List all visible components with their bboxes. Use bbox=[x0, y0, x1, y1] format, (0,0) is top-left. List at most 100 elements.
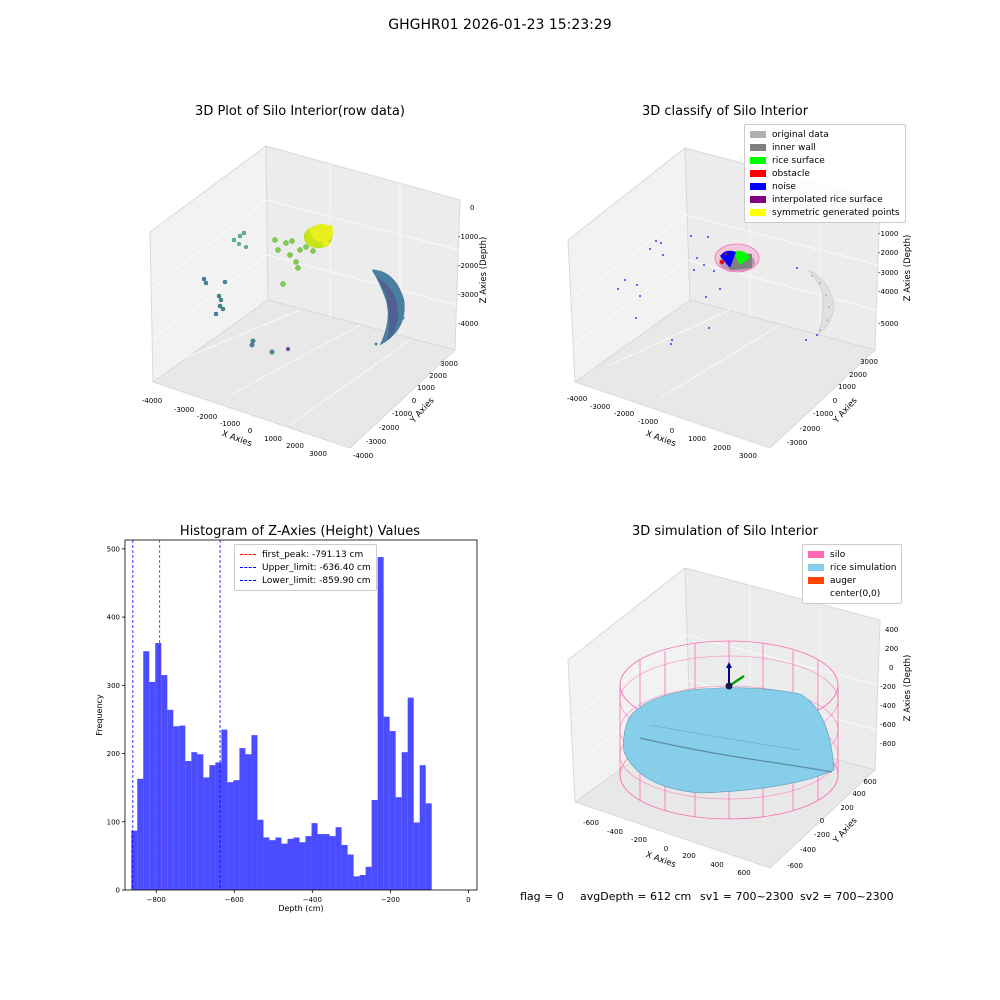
p1-zlabel: Z Axies (Depth) bbox=[479, 237, 489, 304]
p1-ztick: -2000 bbox=[458, 262, 478, 270]
histogram-frame bbox=[124, 539, 478, 891]
legend-item: Lower_limit: -859.90 cm bbox=[240, 574, 371, 587]
histogram-bar bbox=[329, 836, 336, 890]
status-flag: flag = 0 bbox=[520, 890, 564, 903]
histogram-ytick-label: 400 bbox=[107, 614, 120, 622]
histogram-xtick-label: −800 bbox=[147, 896, 166, 904]
p2-ztick: -4000 bbox=[878, 288, 898, 296]
histogram-ylabel: Frequency bbox=[95, 694, 104, 736]
p2-zlabel: Z Axies (Depth) bbox=[903, 235, 913, 302]
histogram-bar bbox=[365, 866, 372, 890]
histogram-bar bbox=[227, 782, 234, 890]
p2-xtick: -3000 bbox=[590, 403, 610, 411]
histogram-bar bbox=[395, 797, 402, 890]
p2-xtick: 1000 bbox=[688, 435, 706, 443]
histogram-bar bbox=[233, 780, 240, 890]
p1-ytick: 0 bbox=[412, 397, 416, 405]
p2-xtick: -1000 bbox=[638, 418, 658, 426]
p4-xtick: 200 bbox=[682, 852, 695, 860]
histogram-bar bbox=[179, 725, 186, 890]
legend-item: interpolated rice surface bbox=[750, 193, 900, 206]
p4-xtick: 0 bbox=[664, 845, 668, 853]
p2-ztick: -5000 bbox=[878, 320, 898, 328]
histogram-bar bbox=[221, 729, 228, 890]
histogram-bar bbox=[251, 735, 258, 890]
histogram-bar bbox=[401, 752, 408, 890]
histogram-bar bbox=[407, 697, 414, 890]
histogram-bar bbox=[263, 837, 270, 890]
histogram-bar bbox=[293, 837, 300, 890]
legend-item: Upper_limit: -636.40 cm bbox=[240, 561, 371, 574]
histogram-bar bbox=[203, 777, 210, 890]
histogram-bar bbox=[245, 754, 252, 890]
legend-item: center(0,0) bbox=[830, 588, 881, 599]
histogram-bar bbox=[173, 726, 180, 890]
histogram-ytick-label: 100 bbox=[107, 818, 120, 826]
p4-ytick: -400 bbox=[800, 846, 816, 854]
histogram-bar bbox=[275, 837, 282, 890]
histogram-xticks: −800 −600 −400 −200 0 bbox=[147, 890, 471, 904]
histogram-ytick-label: 200 bbox=[107, 750, 120, 758]
p1-ztick: -4000 bbox=[458, 320, 478, 328]
p4-ytick: 600 bbox=[863, 778, 876, 786]
histogram-bar bbox=[389, 731, 396, 890]
p2-ztick: -2000 bbox=[878, 249, 898, 257]
p4-ylabel: Y Axies bbox=[831, 815, 860, 846]
histogram-bar bbox=[335, 827, 342, 890]
p1-ytick: -2000 bbox=[379, 424, 399, 432]
histogram-bar bbox=[281, 843, 288, 890]
p1-xtick: 2000 bbox=[286, 442, 304, 450]
p4-ytick: -600 bbox=[787, 862, 803, 870]
histogram-ytick-label: 500 bbox=[107, 545, 120, 553]
p2-ztick: -3000 bbox=[878, 269, 898, 277]
legend-item: first_peak: -791.13 cm bbox=[240, 548, 371, 561]
p1-ytick: 1000 bbox=[417, 384, 435, 392]
p1-xtick: -3000 bbox=[174, 406, 194, 414]
p1-ytick: 3000 bbox=[440, 360, 458, 368]
p1-xtick: 0 bbox=[248, 427, 252, 435]
p2-xtick: -4000 bbox=[567, 395, 587, 403]
p4-ytick: 0 bbox=[820, 817, 824, 825]
p4-ztick: -600 bbox=[880, 721, 896, 729]
histogram-bar bbox=[419, 765, 426, 890]
histogram-legend: first_peak: -791.13 cm Upper_limit: -636… bbox=[234, 544, 377, 591]
panel2-title: 3D classify of Silo Interior bbox=[641, 104, 809, 119]
histogram-xtick-label: −600 bbox=[225, 896, 244, 904]
histogram-bar bbox=[305, 836, 312, 890]
p2-ytick: 2000 bbox=[849, 371, 867, 379]
p1-ztick: -3000 bbox=[458, 291, 478, 299]
histogram-bar bbox=[287, 838, 294, 890]
p2-ytick: 3000 bbox=[860, 358, 878, 366]
histogram-bar bbox=[191, 752, 198, 890]
p4-ztick: 0 bbox=[889, 664, 893, 672]
p4-xlabel: X Axies bbox=[644, 850, 677, 870]
p1-ytick: -4000 bbox=[353, 452, 373, 460]
histogram-xtick-label: −200 bbox=[381, 896, 400, 904]
histogram-bar bbox=[137, 778, 144, 890]
histogram-bar bbox=[257, 819, 264, 890]
p2-ytick: -2000 bbox=[800, 425, 820, 433]
p1-ytick: -1000 bbox=[392, 410, 412, 418]
histogram-bar bbox=[311, 823, 318, 890]
histogram-ytick-label: 0 bbox=[116, 887, 120, 895]
legend-item: silo bbox=[808, 548, 896, 561]
p4-ztick: -400 bbox=[880, 702, 896, 710]
histogram-bar bbox=[143, 651, 150, 890]
p1-ztick: 0 bbox=[470, 204, 474, 212]
p4-xtick: 600 bbox=[737, 869, 750, 877]
histogram-bar bbox=[425, 803, 432, 890]
histogram-bar bbox=[377, 557, 384, 890]
legend-item: inner wall bbox=[750, 141, 900, 154]
histogram-bar bbox=[155, 643, 162, 890]
histogram-bar bbox=[323, 834, 330, 890]
histogram-bar bbox=[185, 761, 192, 890]
panel4-legend: silo rice simulation auger center(0,0) bbox=[802, 544, 903, 604]
p2-ytick: -3000 bbox=[787, 439, 807, 447]
p4-ztick: 200 bbox=[885, 645, 898, 653]
p4-ztick: -200 bbox=[880, 683, 896, 691]
histogram-bar bbox=[149, 681, 156, 890]
histogram-bar bbox=[371, 799, 378, 890]
